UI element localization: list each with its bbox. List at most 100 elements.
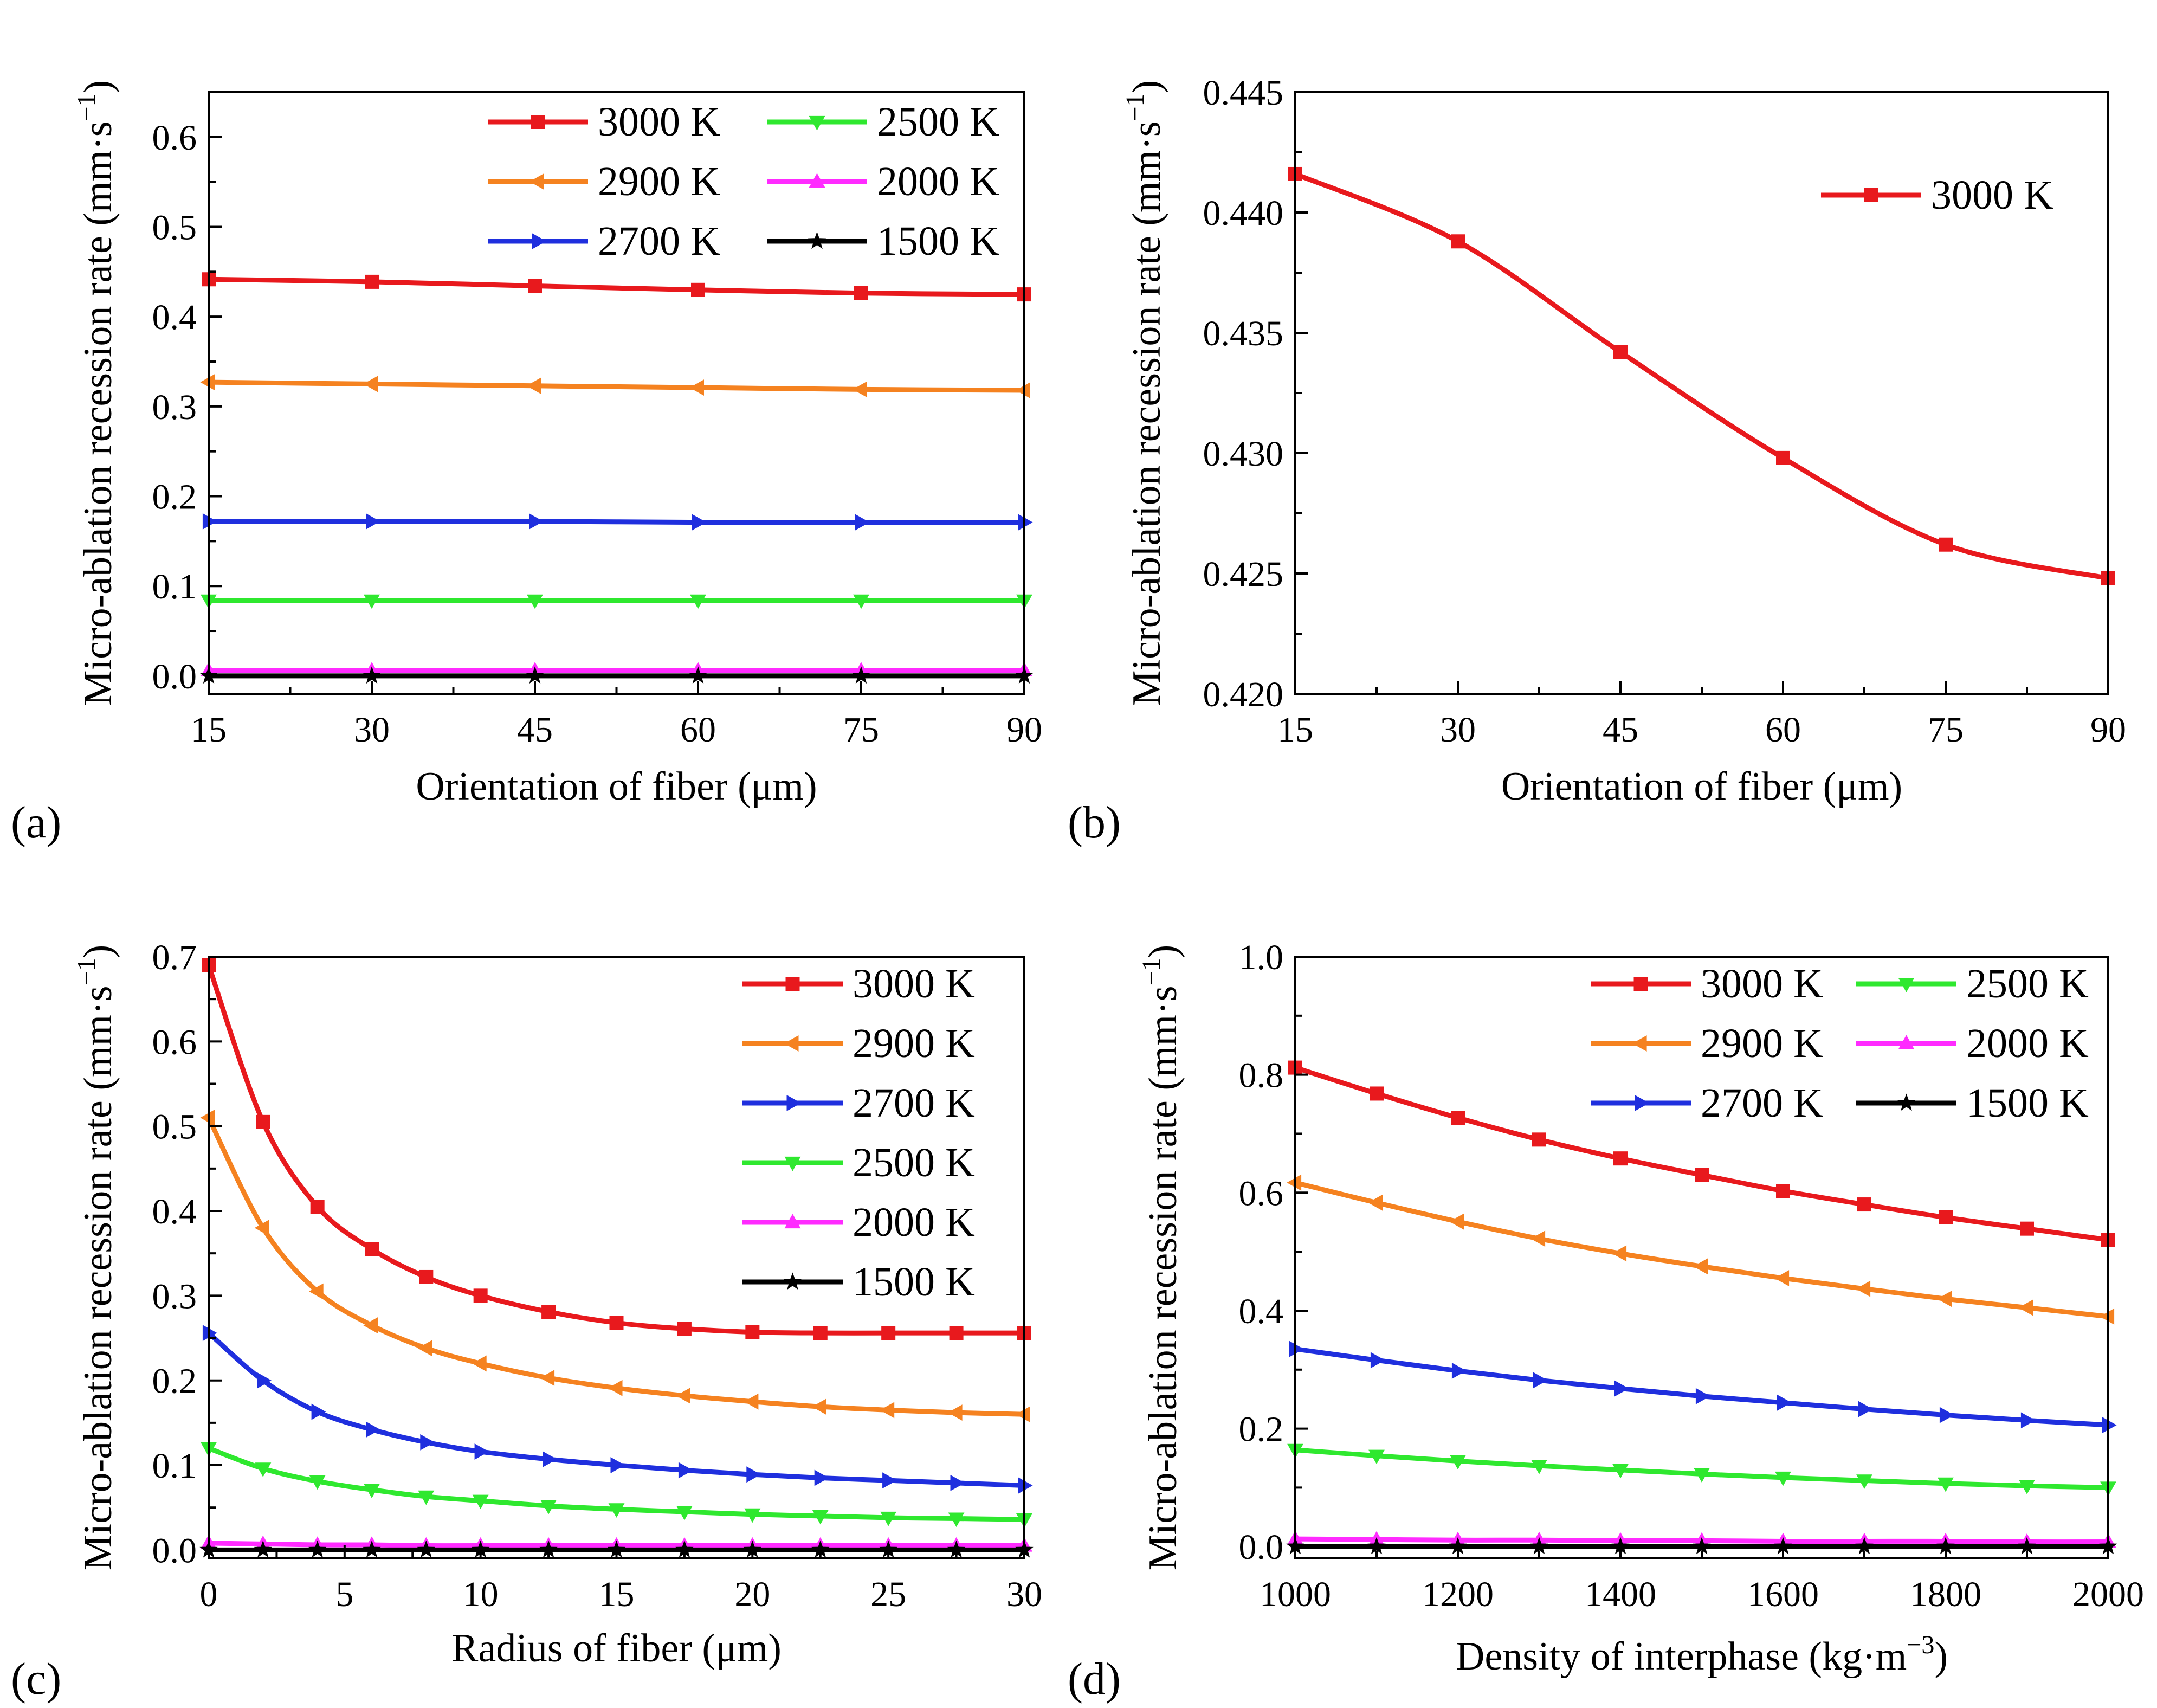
panel-label: (c) — [11, 1654, 61, 1704]
legend-marker — [784, 1156, 801, 1171]
chart-panel-1: 15 30 45 60 75 90 0.0 0.1 0.2 0.3 0.4 0.5 0.6 Orienta… — [11, 80, 1042, 848]
y-tick-label: 0.435 — [1203, 314, 1284, 353]
data-point — [1939, 1210, 1953, 1224]
data-point — [1287, 1174, 1302, 1191]
data-point — [1613, 345, 1628, 359]
panel-label: (d) — [1068, 1654, 1121, 1704]
legend-item: 2700 K — [1591, 1080, 1823, 1126]
legend-marker — [809, 173, 825, 188]
series-line-3000k — [1295, 171, 2108, 581]
data-point — [1776, 450, 1790, 465]
legend: 3000 K 2900 K 2700 K 2500 K 2000 K 1500 K — [742, 961, 975, 1305]
data-point — [1858, 1401, 1873, 1417]
x-tick-label: 45 — [1603, 710, 1638, 750]
data-point — [689, 666, 707, 684]
data-point — [2019, 1480, 2035, 1494]
data-point — [855, 514, 870, 531]
legend-item: 2500 K — [742, 1140, 975, 1185]
x-tick-label: 15 — [599, 1575, 635, 1614]
data-point — [309, 1475, 326, 1490]
legend-marker — [1632, 1035, 1647, 1052]
y-tick-label: 0.0 — [1239, 1527, 1284, 1567]
x-tick-label: 90 — [1006, 710, 1042, 750]
y-tick-label: 0.7 — [152, 938, 197, 977]
data-point — [526, 377, 541, 394]
y-axis-label: Micro-ablation recession rate (mm·s−1) — [1121, 80, 1169, 706]
data-point — [678, 1462, 693, 1479]
data-point — [2018, 1299, 2033, 1316]
data-point — [202, 1325, 217, 1342]
y-tick-label: 0.420 — [1203, 675, 1284, 714]
x-axis-label: Orientation of fiber (μm) — [416, 764, 817, 809]
data-point — [949, 1326, 964, 1340]
data-point — [1856, 1280, 1871, 1297]
x-tick-label: 1200 — [1422, 1575, 1494, 1614]
x-tick-label: 1400 — [1585, 1575, 1656, 1614]
data-point — [1939, 537, 1953, 552]
data-point — [675, 1540, 694, 1558]
chart-panel-2: 15 30 45 60 75 90 0.420 0.425 0.430 0.435 0.440 0.4… — [1068, 73, 2126, 848]
series-line-2900k — [1295, 1180, 2108, 1319]
legend: 3000 K 2900 K 2700 K 2500 K 2000 K 1500 K — [488, 99, 999, 264]
x-tick-label: 0 — [200, 1575, 218, 1614]
x-axis-label: Orientation of fiber (μm) — [1501, 764, 1902, 809]
data-point — [310, 1200, 325, 1214]
legend-item: 3000 K — [1821, 172, 2053, 218]
x-tick-label: 45 — [517, 710, 553, 750]
data-point — [882, 1472, 897, 1489]
legend-label: 2500 K — [853, 1140, 975, 1185]
data-point — [1857, 1197, 1871, 1212]
y-axis-label: Micro-ablation recession rate (mm·s−1) — [72, 945, 120, 1571]
legend-marker — [784, 1035, 799, 1052]
legend-marker — [1897, 1093, 1916, 1111]
data-point — [1777, 1394, 1792, 1411]
series-line-3000k — [209, 276, 1024, 297]
series-line-3000k — [209, 964, 1024, 1336]
data-point — [539, 1540, 558, 1558]
legend-item: 2700 K — [742, 1080, 975, 1126]
legend-marker — [785, 977, 800, 991]
data-point — [852, 666, 870, 684]
y-tick-label: 0.8 — [1239, 1056, 1284, 1095]
legend-label: 3000 K — [1931, 172, 2053, 218]
data-point — [255, 1462, 272, 1477]
data-point — [676, 1506, 693, 1520]
data-point — [309, 1283, 324, 1300]
data-point — [364, 594, 380, 609]
data-point — [1016, 382, 1030, 398]
data-point — [811, 1540, 830, 1558]
legend-marker — [1633, 977, 1648, 991]
legend-marker — [532, 233, 547, 249]
x-tick-label: 20 — [734, 1575, 770, 1614]
x-tick-label: 30 — [1440, 710, 1476, 750]
data-point — [1776, 1184, 1790, 1198]
legend-item: 2000 K — [767, 159, 999, 204]
data-point — [2100, 1308, 2115, 1325]
data-point — [744, 1393, 759, 1410]
data-point — [254, 1540, 272, 1558]
data-point — [1451, 1111, 1465, 1125]
data-point — [526, 666, 544, 684]
legend-label: 1500 K — [853, 1259, 975, 1305]
x-tick-label: 30 — [354, 710, 390, 750]
data-point — [881, 1326, 896, 1340]
data-point — [1695, 1168, 1709, 1182]
data-point — [853, 594, 869, 609]
x-tick-label: 75 — [843, 710, 879, 750]
legend-label: 3000 K — [1701, 961, 1823, 1007]
data-point — [813, 1326, 828, 1340]
y-tick-label: 0.6 — [1239, 1174, 1284, 1213]
series-line-2700k — [1295, 1346, 2108, 1428]
legend-label: 3000 K — [598, 99, 720, 145]
legend-label: 2000 K — [853, 1200, 975, 1245]
data-point — [1368, 1449, 1385, 1465]
legend: 3000 K — [1821, 172, 2053, 218]
y-tick-label: 0.430 — [1203, 434, 1284, 474]
x-tick-label: 15 — [191, 710, 227, 750]
y-tick-label: 0.0 — [152, 1531, 197, 1570]
legend-item: 2500 K — [767, 99, 999, 145]
data-point — [1367, 1537, 1386, 1555]
y-axis-label: Micro-ablation recession rate (mm·s−1) — [1137, 945, 1185, 1571]
data-point — [418, 1490, 435, 1505]
data-point — [812, 1510, 829, 1525]
